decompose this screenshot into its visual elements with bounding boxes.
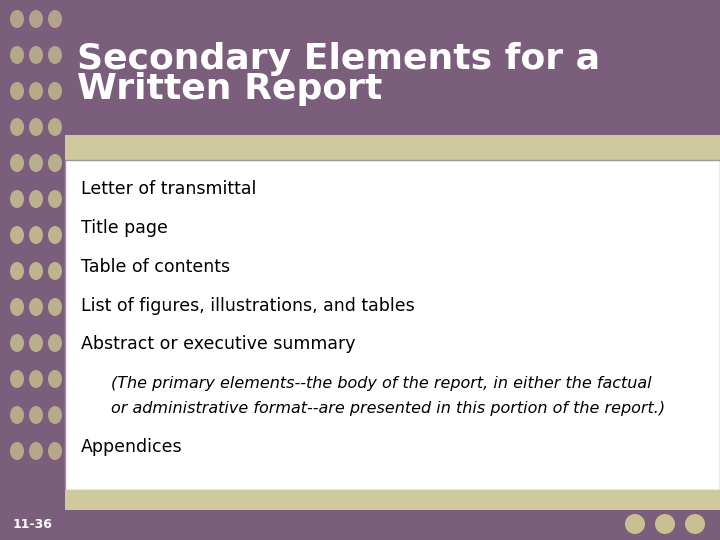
- Text: or administrative format--are presented in this portion of the report.): or administrative format--are presented …: [111, 401, 665, 416]
- Ellipse shape: [10, 190, 24, 208]
- Ellipse shape: [29, 406, 43, 424]
- Ellipse shape: [29, 298, 43, 316]
- Ellipse shape: [48, 442, 62, 460]
- Ellipse shape: [48, 154, 62, 172]
- Ellipse shape: [29, 10, 43, 28]
- Ellipse shape: [48, 370, 62, 388]
- Ellipse shape: [48, 298, 62, 316]
- Ellipse shape: [10, 406, 24, 424]
- Bar: [0, 510, 720, 540]
- Ellipse shape: [48, 46, 62, 64]
- Ellipse shape: [29, 154, 43, 172]
- Ellipse shape: [29, 118, 43, 136]
- Circle shape: [625, 514, 645, 534]
- Bar: [65, 0, 720, 135]
- Ellipse shape: [48, 190, 62, 208]
- Ellipse shape: [10, 370, 24, 388]
- Ellipse shape: [48, 10, 62, 28]
- Ellipse shape: [10, 226, 24, 244]
- Circle shape: [685, 514, 705, 534]
- Ellipse shape: [10, 118, 24, 136]
- Ellipse shape: [48, 262, 62, 280]
- Text: Secondary Elements for a: Secondary Elements for a: [77, 43, 600, 77]
- Ellipse shape: [10, 10, 24, 28]
- Ellipse shape: [10, 82, 24, 100]
- Ellipse shape: [29, 334, 43, 352]
- Text: List of figures, illustrations, and tables: List of figures, illustrations, and tabl…: [81, 296, 415, 315]
- Ellipse shape: [48, 226, 62, 244]
- Text: (The primary elements--the body of the report, in either the factual: (The primary elements--the body of the r…: [111, 376, 652, 391]
- Ellipse shape: [29, 262, 43, 280]
- Ellipse shape: [10, 154, 24, 172]
- Ellipse shape: [48, 334, 62, 352]
- Text: 11-36: 11-36: [12, 518, 53, 531]
- Ellipse shape: [48, 82, 62, 100]
- Ellipse shape: [29, 226, 43, 244]
- Ellipse shape: [29, 370, 43, 388]
- Bar: [0, 510, 65, 540]
- Ellipse shape: [10, 442, 24, 460]
- Ellipse shape: [48, 118, 62, 136]
- Text: Letter of transmittal: Letter of transmittal: [81, 180, 256, 198]
- Text: Appendices: Appendices: [81, 438, 183, 456]
- Ellipse shape: [29, 82, 43, 100]
- Text: Abstract or executive summary: Abstract or executive summary: [81, 335, 356, 353]
- Text: Title page: Title page: [81, 219, 168, 237]
- Ellipse shape: [48, 406, 62, 424]
- Bar: [65, 160, 720, 490]
- Ellipse shape: [10, 334, 24, 352]
- Bar: [65, 135, 720, 160]
- Ellipse shape: [29, 46, 43, 64]
- Text: Table of contents: Table of contents: [81, 258, 230, 276]
- Text: Written Report: Written Report: [77, 72, 382, 106]
- Ellipse shape: [29, 190, 43, 208]
- Ellipse shape: [10, 46, 24, 64]
- Bar: [65, 490, 720, 510]
- Circle shape: [655, 514, 675, 534]
- Ellipse shape: [10, 298, 24, 316]
- Bar: [0, 0, 65, 540]
- Ellipse shape: [10, 262, 24, 280]
- Ellipse shape: [29, 442, 43, 460]
